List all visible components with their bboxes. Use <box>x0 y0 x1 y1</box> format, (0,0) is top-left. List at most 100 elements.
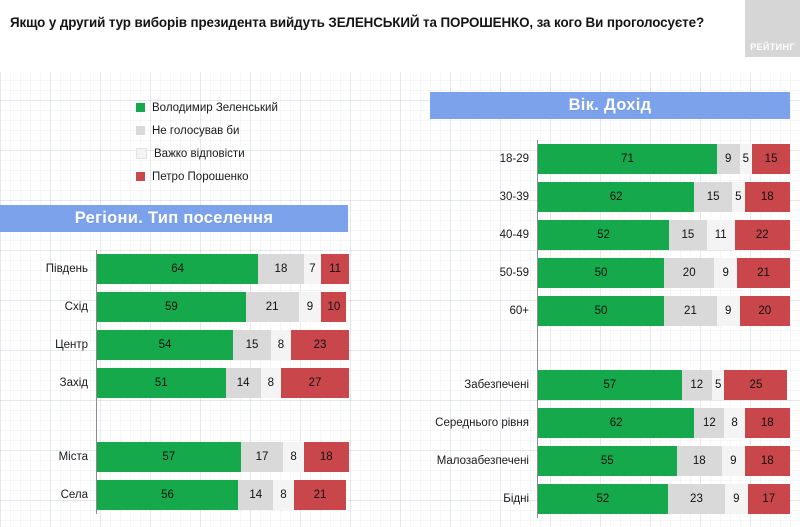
bar-segment: 10 <box>321 292 347 322</box>
bar-segment: 9 <box>298 292 322 322</box>
category-label: Середнього рівня <box>435 417 529 429</box>
bar-segment: 15 <box>752 144 790 174</box>
y-axis-line <box>537 140 538 178</box>
stacked-bar: 62 15 5 18 <box>538 182 790 212</box>
bar-segment: 9 <box>716 144 740 174</box>
panel-title-regions: Регіони. Тип поселення <box>0 205 348 232</box>
bar-segment: 20 <box>739 296 790 326</box>
bar-track: 62 12 8 18 <box>538 404 800 442</box>
stacked-bar: 50 21 9 20 <box>538 296 790 326</box>
bar-track: 50 20 9 21 <box>538 254 800 292</box>
legend-item: Не голосував би <box>136 119 396 142</box>
legend-item: Важко відповісти <box>136 142 396 165</box>
bar-segment: 18 <box>744 446 790 476</box>
legend-item: Володимир Зеленський <box>136 96 396 119</box>
chart-row: Захід 51 14 8 27 <box>0 364 400 402</box>
bar-segment: 21 <box>664 296 717 326</box>
bar-segment: 52 <box>538 484 668 514</box>
panel-title-age-income-label: Вік. Дохід <box>568 96 652 114</box>
stacked-bar: 57 12 5 25 <box>538 370 790 400</box>
stacked-bar: 71 9 5 15 <box>538 144 790 174</box>
y-axis-line <box>537 442 538 480</box>
legend-item: Петро Порошенко <box>136 165 396 188</box>
bar-segment: 12 <box>694 408 725 438</box>
bar-segment: 64 <box>97 254 259 284</box>
chart-row: 18-29 71 9 5 15 <box>420 140 800 178</box>
bar-segment: 15 <box>694 182 733 212</box>
bar-segment: 9 <box>714 258 738 288</box>
bar-track: 52 15 11 22 <box>538 216 800 254</box>
stacked-bar: 52 23 9 17 <box>538 484 790 514</box>
legend-swatch-icon <box>136 172 145 181</box>
bar-segment: 14 <box>238 480 274 510</box>
chart-row: Середнього рівня 62 12 8 18 <box>420 404 800 442</box>
bar-segment: 8 <box>260 368 281 398</box>
chart-age-income: 18-29 71 9 5 15 30-39 62 15 5 18 40-49 52 15 11 22 50-5… <box>420 140 800 527</box>
category-label: Міста <box>58 451 88 463</box>
stacked-bar: 56 14 8 21 <box>97 480 349 510</box>
bar-segment: 9 <box>716 296 740 326</box>
bar-segment: 52 <box>538 220 670 250</box>
y-axis-line <box>537 292 538 330</box>
category-label: Бідні <box>503 493 529 505</box>
bar-track: 71 9 5 15 <box>538 140 800 178</box>
bar-track: 54 15 8 23 <box>97 326 400 364</box>
bar-segment: 17 <box>240 442 284 472</box>
bar-track: 55 18 9 18 <box>538 442 800 480</box>
category-label: Забезпечені <box>464 379 529 391</box>
bar-segment: 54 <box>97 330 234 360</box>
group-separator <box>420 330 800 366</box>
chart-row: Села 56 14 8 21 <box>0 476 400 514</box>
bar-track: 52 23 9 17 <box>538 480 800 518</box>
y-axis-line <box>96 288 97 326</box>
bar-segment: 62 <box>538 182 695 212</box>
bar-segment: 71 <box>538 144 717 174</box>
stacked-bar: 54 15 8 23 <box>97 330 349 360</box>
chart-row: Забезпечені 57 12 5 25 <box>420 366 800 404</box>
bar-segment: 18 <box>303 442 349 472</box>
bar-segment: 57 <box>97 442 241 472</box>
category-label: Малозабезпечені <box>436 455 529 467</box>
y-axis-line <box>537 366 538 404</box>
bar-segment: 17 <box>747 484 790 514</box>
bar-segment: 5 <box>732 182 745 212</box>
bar-segment: 7 <box>303 254 322 284</box>
chart-row: Південь 64 18 7 11 <box>0 250 400 288</box>
legend-swatch-icon <box>136 148 147 159</box>
chart-row: Схід 59 21 9 10 <box>0 288 400 326</box>
bar-segment: 21 <box>737 258 790 288</box>
bar-segment: 12 <box>681 370 712 400</box>
panel-title-regions-label: Регіони. Тип поселення <box>74 209 274 227</box>
legend-swatch-icon <box>136 103 145 112</box>
bar-segment: 50 <box>538 296 664 326</box>
bar-track: 50 21 9 20 <box>538 292 800 330</box>
bar-track: 57 12 5 25 <box>538 366 800 404</box>
bar-segment: 21 <box>245 292 299 322</box>
bar-segment: 56 <box>97 480 239 510</box>
category-label: 50-59 <box>499 267 529 279</box>
bar-segment: 57 <box>538 370 682 400</box>
bar-segment: 15 <box>233 330 271 360</box>
bar-segment: 14 <box>225 368 261 398</box>
bar-track: 56 14 8 21 <box>97 476 400 514</box>
bar-track: 59 21 9 10 <box>97 288 400 326</box>
y-axis-line <box>96 476 97 514</box>
bar-segment: 8 <box>724 408 745 438</box>
category-label: Південь <box>45 263 88 275</box>
bar-segment: 23 <box>291 330 349 360</box>
bar-segment: 9 <box>725 484 748 514</box>
panel-title-age-income: Вік. Дохід <box>430 92 790 119</box>
chart-regions: Південь 64 18 7 11 Схід 59 21 9 10 Центр 54 15 8 23 Зах… <box>0 250 400 527</box>
bar-segment: 22 <box>734 220 790 250</box>
stacked-bar: 52 15 11 22 <box>538 220 790 250</box>
stacked-bar: 59 21 9 10 <box>97 292 349 322</box>
y-axis-line <box>537 178 538 216</box>
y-axis-line <box>537 254 538 292</box>
legend-swatch-icon <box>136 126 145 135</box>
category-label: 40-49 <box>499 229 529 241</box>
y-axis-line <box>96 438 97 476</box>
legend-item-label: Володимир Зеленський <box>152 101 278 114</box>
y-axis-line <box>537 216 538 254</box>
bar-segment: 5 <box>711 370 725 400</box>
